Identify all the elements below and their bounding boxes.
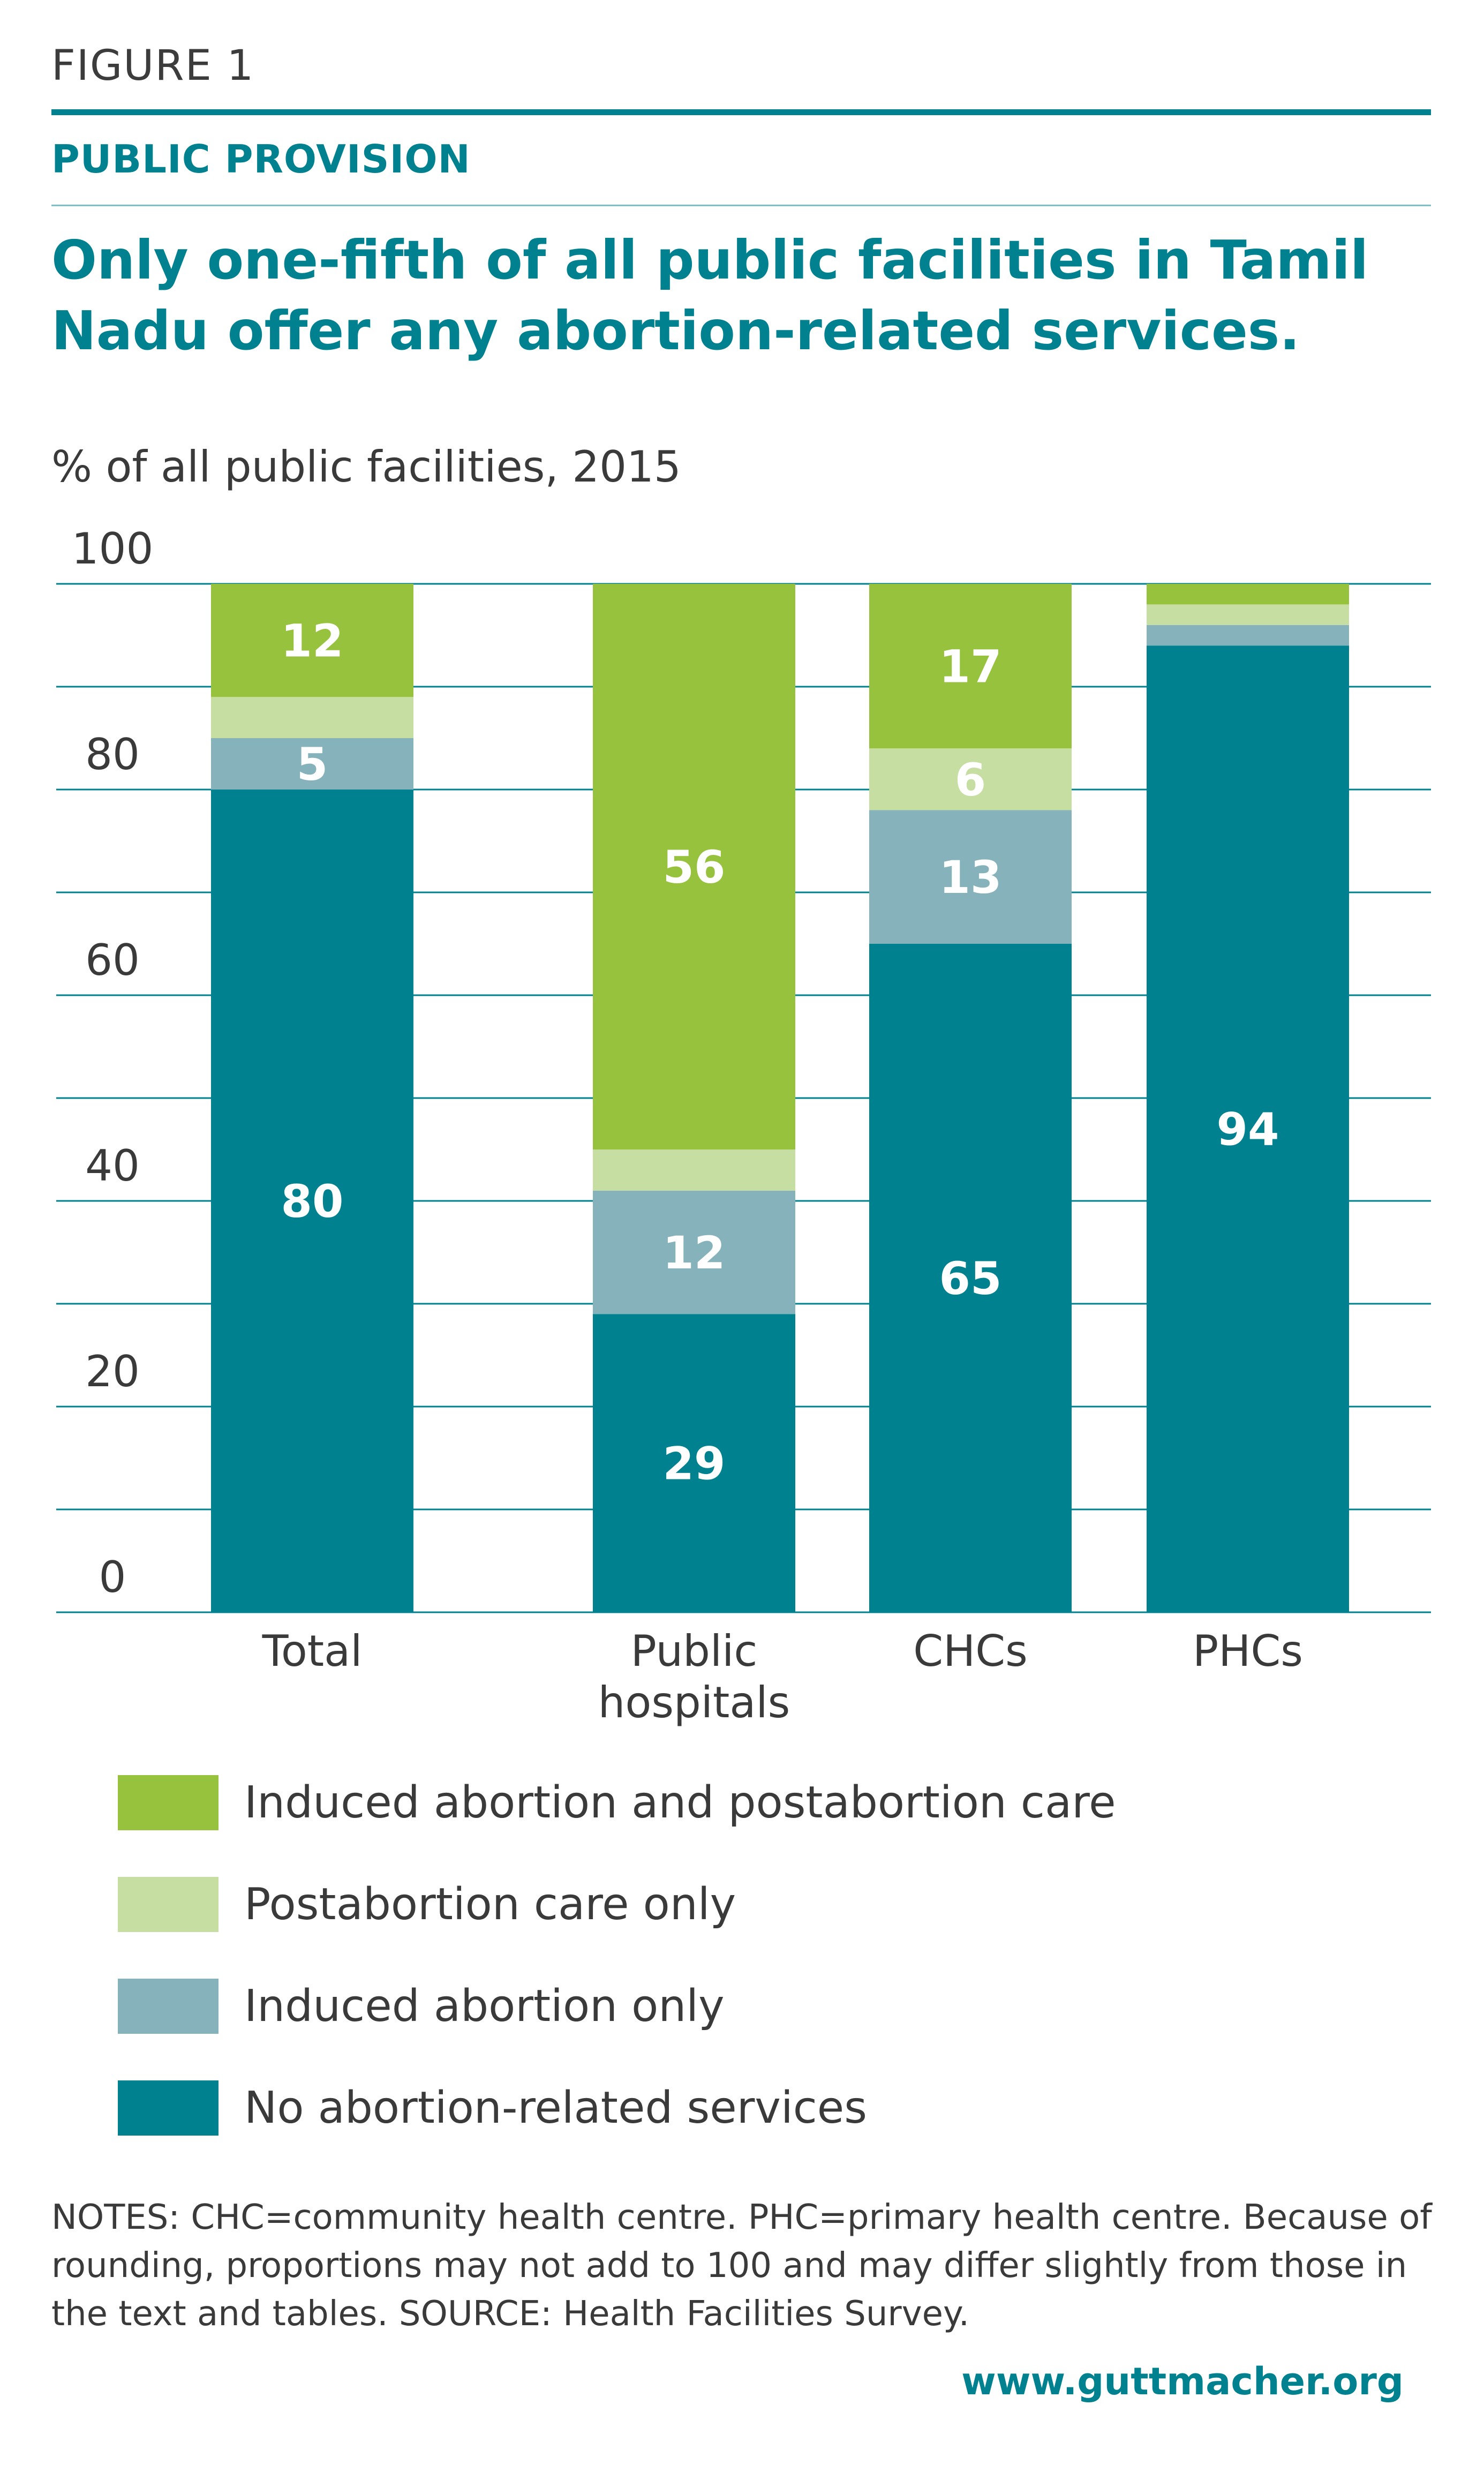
bar-segment [593,1314,795,1612]
bar-segment [1147,604,1349,625]
x-tick-label: CHCs [913,1626,1028,1676]
legend-swatch [118,2080,219,2136]
bar-segment [869,810,1072,944]
legend-item: Induced abortion only [118,1977,1116,2035]
kicker-rule [51,205,1431,206]
y-tick-label: 20 [85,1347,140,1396]
legend-swatch [118,1775,219,1830]
bar-data-label: 29 [663,1438,726,1490]
chart-title: Only one-fifth of all public facilities … [51,229,1369,362]
y-axis-label: % of all public facilities, 2015 [51,442,681,492]
bar-segment [593,1149,795,1191]
legend-swatch [118,1978,219,2034]
legend-item: Postabortion care only [118,1875,1116,1934]
website-url[interactable]: www.guttmacher.org [961,2359,1404,2403]
y-tick-label: 80 [85,730,140,779]
legend-label: No abortion-related services [244,2082,867,2133]
chart-legend: Induced abortion and postabortion care Po… [118,1773,1116,2180]
legend-label: Induced abortion and postabortion care [244,1777,1116,1828]
bar-data-label: 12 [663,1227,726,1279]
bar-data-label: 17 [939,641,1002,693]
header-rule [51,109,1431,115]
bar-data-label: 5 [297,738,328,791]
bar-segment [869,944,1072,1612]
bar-segment [869,748,1072,810]
legend-item: No abortion-related services [118,2078,1116,2137]
y-tick-label: 40 [85,1141,140,1191]
section-kicker: PUBLIC PROVISION [51,137,471,182]
y-tick-label: 60 [85,935,140,985]
bar-segment [1147,645,1349,1612]
figure-label: FIGURE 1 [51,42,255,90]
bar-segment [211,790,413,1612]
bar-segment [211,584,413,697]
bar-data-label: 13 [939,851,1002,904]
bar-segment [211,738,413,790]
bar-data-label: 65 [939,1252,1002,1305]
legend-label: Postabortion care only [244,1878,736,1930]
y-tick-label: 100 [72,524,154,574]
y-tick-label: 0 [99,1552,126,1602]
bar-segment [1147,625,1349,646]
x-tick-label: Total [262,1626,363,1676]
bar-segment [211,697,413,738]
x-tick-label: hospitals [598,1678,790,1727]
x-tick-label: Public [631,1626,758,1676]
bar-data-label: 12 [281,615,344,667]
legend-item: Induced abortion and postabortion care [118,1773,1116,1832]
x-tick-label: PHCs [1193,1626,1303,1676]
bar-data-label: 94 [1217,1103,1279,1156]
notes-text: NOTES: CHC=community health centre. PHC=… [51,2198,1432,2334]
bar-data-label: 6 [955,754,986,806]
bar-segment [1147,584,1349,605]
bar-segment [869,584,1072,749]
legend-swatch [118,1876,219,1932]
bar-segment [593,584,795,1149]
bar-data-label: 80 [281,1175,344,1228]
legend-label: Induced abortion only [244,1980,725,2032]
bar-segment [593,1190,795,1314]
bar-data-label: 56 [663,841,726,893]
stacked-bar-chart: 0 20 40 60 80 100 80 5 12 Total 29 12 56 Publichospit… [56,524,1431,1727]
